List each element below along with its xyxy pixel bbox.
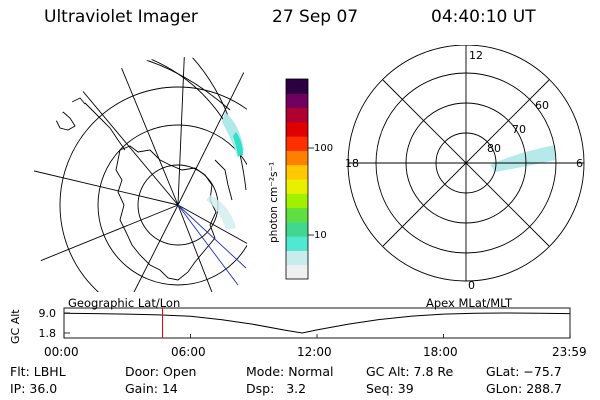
polar-plot: 12 18 6 0 60 70 80: [345, 45, 585, 290]
lat-arc: [179, 57, 247, 191]
meridian-line: [30, 169, 179, 206]
projection-line: [177, 204, 239, 286]
mlat-label-80: 80: [487, 142, 501, 155]
info-door: Door: Open: [125, 364, 197, 379]
colorbar-stripe: [286, 164, 308, 180]
lat-circle: [59, 86, 247, 292]
colorbar-stripe: [286, 136, 308, 151]
colorbar-stripe: [286, 121, 308, 137]
info-mode: Mode: Normal: [246, 364, 334, 379]
colorbar: 100 10 photon cm⁻²s⁻¹: [268, 78, 333, 280]
mlt-label-0: 0: [468, 279, 475, 290]
aurora-patch: [206, 195, 236, 230]
info-seq: Seq: 39: [366, 381, 414, 396]
meridian-line: [177, 204, 216, 292]
colorbar-stripe: [286, 264, 308, 280]
meridian-line: [177, 204, 247, 246]
info-gc-alt: GC Alt: 7.8 Re: [366, 364, 454, 379]
colorbar-stripe: [286, 150, 308, 166]
mlt-label-12: 12: [469, 49, 483, 62]
xtick-0000: 00:00: [44, 345, 79, 359]
meridian-line: [30, 204, 179, 266]
instrument-title: Ultraviolet Imager: [44, 7, 198, 27]
altitude-curve: [63, 312, 571, 334]
colorbar-stripe: [286, 179, 308, 194]
meridian-line: [129, 204, 179, 292]
lat-circle: [97, 124, 247, 286]
lat-arc: [59, 57, 231, 111]
mlt-line: [382, 79, 550, 247]
colorbar-stripe: [286, 79, 308, 94]
colorbar-tick-label: 100: [314, 143, 333, 154]
meridian-line: [177, 57, 186, 206]
aurora-patch: [233, 132, 243, 156]
timeline-left-title: Geographic Lat/Lon: [68, 296, 181, 310]
timeline-ytick-bottom: 1.8: [39, 327, 57, 340]
xtick-1800: 18:00: [423, 345, 458, 359]
mlt-label-18: 18: [345, 157, 359, 170]
meridian-line: [39, 57, 179, 206]
island-coastline: [71, 97, 86, 105]
lat-arc: [99, 57, 241, 151]
colorbar-stripes: [286, 79, 308, 280]
mlat-label-70: 70: [512, 123, 526, 136]
info-glat: GLat: −75.7: [486, 364, 562, 379]
xtick-0600: 06:00: [171, 345, 206, 359]
colorbar-stripe: [286, 193, 308, 209]
mlat-label-60: 60: [535, 99, 549, 112]
orbit-timeline: GC Alt 9.0 1.8: [9, 307, 571, 344]
info-flt: Flt: LBHL: [10, 364, 66, 379]
info-dsp: Dsp: 3.2: [246, 381, 307, 396]
colorbar-stripe: [286, 93, 308, 109]
coastline: [214, 159, 233, 201]
colorbar-stripe: [286, 207, 308, 223]
info-ip: IP: 36.0: [10, 381, 58, 396]
colorbar-stripe: [286, 250, 308, 266]
timeline-ylabel: GC Alt: [9, 309, 22, 344]
colorbar-stripe: [286, 236, 308, 251]
colorbar-stripe: [286, 221, 308, 237]
projection-line: [177, 204, 247, 269]
timeline-xticks: [63, 334, 571, 338]
mlt-label-6: 6: [576, 157, 583, 170]
meridian-line: [177, 59, 247, 206]
timeline-frame: [63, 307, 571, 339]
colorbar-label: photon cm⁻²s⁻¹: [268, 162, 280, 243]
peninsula-coastline: [84, 102, 126, 151]
colorbar-frame: [285, 78, 309, 280]
antarctica-coastline: [115, 145, 217, 281]
time-label: 04:40:10 UT: [431, 7, 536, 27]
colorbar-tick-label: 10: [314, 230, 327, 241]
meridian-line: [109, 57, 179, 206]
date-label: 27 Sep 07: [272, 7, 359, 27]
timeline-right-title: Apex MLat/MLT: [426, 296, 513, 310]
timeline-ytick-top: 9.0: [39, 307, 57, 320]
xtick-1200: 12:00: [297, 345, 332, 359]
xtick-2359: 23:59: [552, 345, 587, 359]
aurora-oval: [490, 145, 555, 172]
island-coastline: [54, 111, 76, 131]
colorbar-stripe: [286, 107, 308, 123]
info-gain: Gain: 14: [125, 381, 178, 396]
info-glon: GLon: 288.7: [486, 381, 562, 396]
